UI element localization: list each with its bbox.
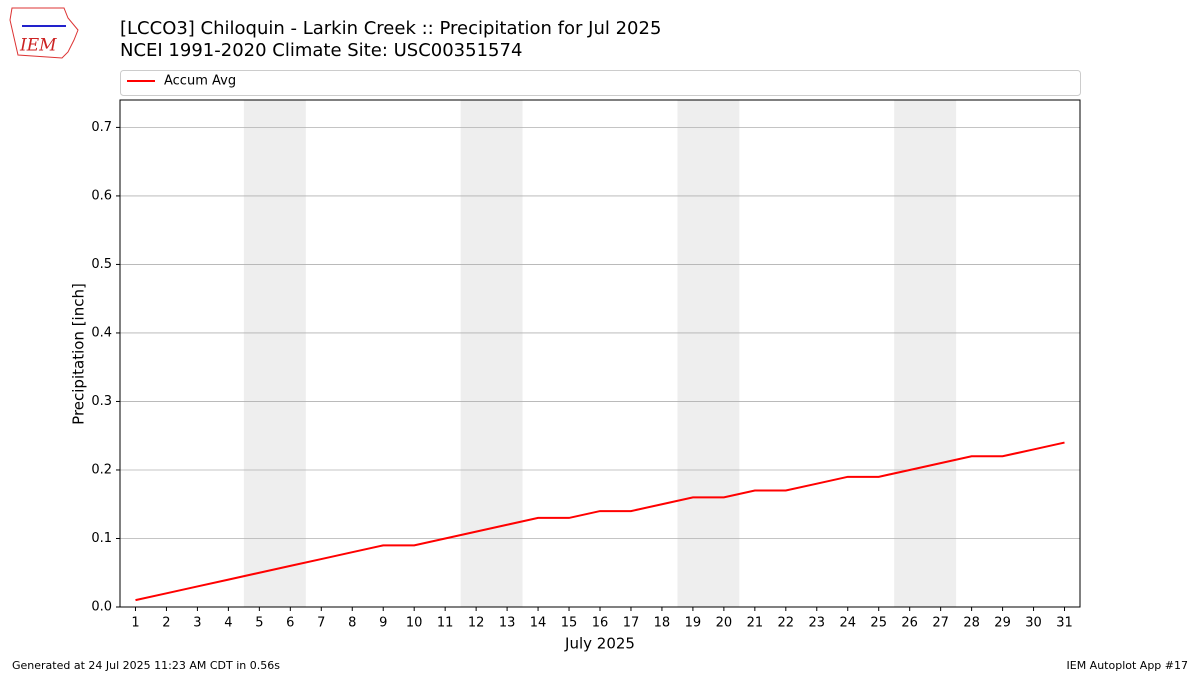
x-tick-label: 18 — [654, 616, 671, 631]
x-tick-label: 30 — [1025, 616, 1042, 631]
x-tick-label: 7 — [317, 616, 325, 631]
x-tick-label: 10 — [406, 616, 423, 631]
x-tick-label: 29 — [994, 616, 1011, 631]
x-tick-label: 25 — [870, 616, 887, 631]
weekend-band — [460, 100, 523, 607]
x-tick-label: 22 — [778, 616, 795, 631]
x-tick-label: 16 — [592, 616, 609, 631]
logo-text: IEM — [19, 36, 57, 56]
y-tick-label: 0.5 — [91, 257, 112, 272]
x-tick-label: 31 — [1056, 616, 1073, 631]
legend-box — [120, 70, 1081, 96]
weekend-band — [243, 100, 306, 607]
x-tick-label: 5 — [255, 616, 263, 631]
x-tick-label: 8 — [348, 616, 356, 631]
x-tick-label: 14 — [530, 616, 547, 631]
x-tick-label: 1 — [131, 616, 139, 631]
x-tick-label: 26 — [901, 616, 918, 631]
data-line — [135, 441, 1065, 602]
y-tick-label: 0.4 — [91, 325, 112, 340]
x-tick-label: 27 — [932, 616, 949, 631]
x-tick-label: 13 — [499, 616, 516, 631]
y-tick-label: 0.1 — [91, 531, 112, 546]
x-tick-label: 28 — [963, 616, 980, 631]
x-tick-label: 6 — [286, 616, 294, 631]
legend-label: Accum Avg — [164, 74, 236, 89]
weekend-band — [677, 100, 740, 607]
y-tick-label: 0.7 — [91, 120, 112, 135]
chart-title: [LCCO3] Chiloquin - Larkin Creek :: Prec… — [120, 18, 661, 39]
footer-right: IEM Autoplot App #17 — [1067, 659, 1189, 672]
x-tick-label: 9 — [379, 616, 387, 631]
x-tick-label: 17 — [623, 616, 640, 631]
y-tick-label: 0.0 — [91, 600, 112, 615]
x-tick-label: 11 — [437, 616, 454, 631]
x-tick-label: 4 — [224, 616, 232, 631]
y-tick-label: 0.2 — [91, 462, 112, 477]
x-tick-label: 2 — [162, 616, 170, 631]
x-tick-label: 24 — [839, 616, 856, 631]
x-tick-label: 19 — [685, 616, 702, 631]
x-tick-label: 20 — [716, 616, 733, 631]
x-tick-label: 23 — [809, 616, 826, 631]
chart-subtitle: NCEI 1991-2020 Climate Site: USC00351574 — [120, 40, 522, 61]
y-tick-label: 0.6 — [91, 188, 112, 203]
x-tick-label: 21 — [747, 616, 764, 631]
x-axis-label: July 2025 — [564, 635, 635, 653]
y-tick-label: 0.3 — [91, 394, 112, 409]
logo-outline — [9, 7, 79, 59]
y-axis-label: Precipitation [inch] — [70, 283, 88, 425]
footer-left: Generated at 24 Jul 2025 11:23 AM CDT in… — [12, 659, 280, 672]
x-tick-label: 15 — [561, 616, 578, 631]
weekend-band — [894, 100, 957, 607]
x-tick-label: 3 — [193, 616, 201, 631]
plot-frame — [119, 99, 1081, 608]
x-tick-label: 12 — [468, 616, 485, 631]
